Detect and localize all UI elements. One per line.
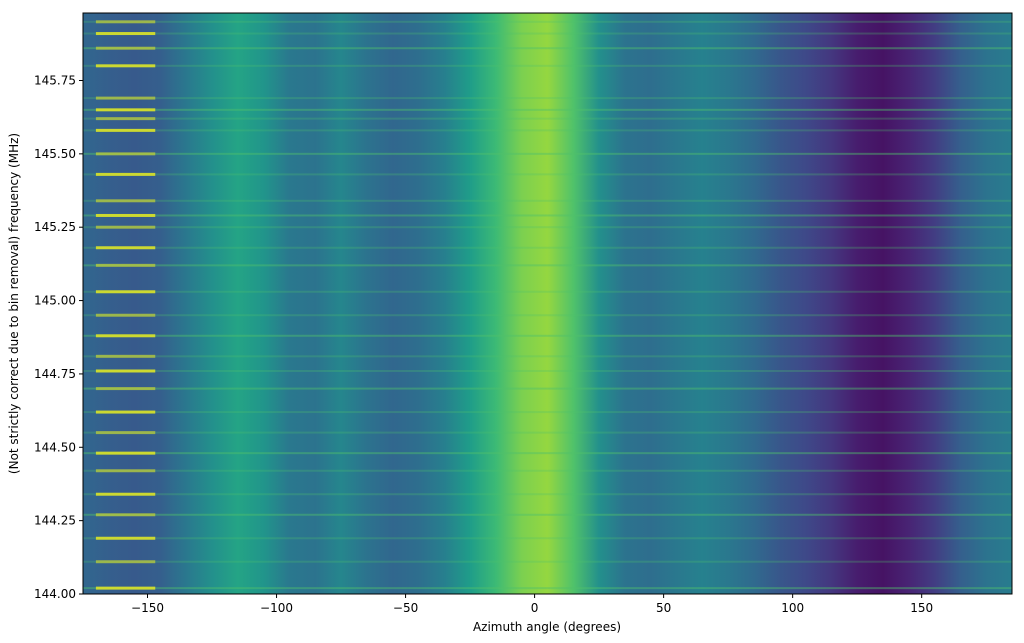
frequency-line bbox=[83, 64, 1012, 67]
frequency-line bbox=[83, 314, 1012, 317]
frequency-line bbox=[83, 20, 1012, 23]
y-tick-label: 145.25 bbox=[34, 220, 76, 234]
x-tick-label: 150 bbox=[910, 601, 933, 615]
frequency-line-highlight bbox=[95, 172, 156, 176]
frequency-line bbox=[83, 493, 1012, 496]
x-axis-label: Azimuth angle (degrees) bbox=[473, 620, 621, 634]
frequency-line-highlight bbox=[95, 225, 156, 229]
frequency-line-highlight bbox=[95, 492, 156, 496]
frequency-line-highlight bbox=[95, 451, 156, 455]
frequency-line-highlight bbox=[95, 469, 156, 473]
frequency-line-highlight bbox=[95, 246, 156, 250]
frequency-line bbox=[83, 264, 1012, 267]
frequency-line bbox=[83, 117, 1012, 120]
frequency-line bbox=[83, 32, 1012, 35]
frequency-line bbox=[83, 129, 1012, 132]
y-tick-label: 144.00 bbox=[34, 587, 76, 601]
frequency-line bbox=[83, 355, 1012, 358]
heatmap-background bbox=[83, 13, 1012, 594]
frequency-line bbox=[83, 290, 1012, 293]
frequency-line bbox=[83, 108, 1012, 111]
x-tick-label: −50 bbox=[393, 601, 418, 615]
frequency-line-highlight bbox=[95, 387, 156, 391]
frequency-line bbox=[83, 246, 1012, 249]
frequency-line bbox=[83, 199, 1012, 202]
frequency-line-highlight bbox=[95, 536, 156, 540]
plot-area bbox=[83, 13, 1012, 594]
y-tick-label: 145.00 bbox=[34, 294, 76, 308]
frequency-line-highlight bbox=[95, 410, 156, 414]
frequency-line-highlight bbox=[95, 20, 156, 24]
frequency-line bbox=[83, 214, 1012, 217]
frequency-line bbox=[83, 387, 1012, 390]
frequency-line-highlight bbox=[95, 290, 156, 294]
y-tick-label: 144.25 bbox=[34, 514, 76, 528]
y-tick-label: 144.75 bbox=[34, 367, 76, 381]
frequency-line bbox=[83, 469, 1012, 472]
y-tick-label: 144.50 bbox=[34, 440, 76, 454]
frequency-line-highlight bbox=[95, 199, 156, 203]
frequency-line-highlight bbox=[95, 46, 156, 50]
frequency-line-highlight bbox=[95, 431, 156, 435]
frequency-line-highlight bbox=[95, 513, 156, 517]
frequency-line bbox=[83, 47, 1012, 50]
x-tick-label: −150 bbox=[131, 601, 164, 615]
y-tick-label: 145.50 bbox=[34, 147, 76, 161]
frequency-line-highlight bbox=[95, 64, 156, 68]
frequency-line-highlight bbox=[95, 313, 156, 317]
frequency-line bbox=[83, 411, 1012, 414]
x-tick-label: 0 bbox=[531, 601, 539, 615]
y-axis-label: (Not strictly correct due to bin removal… bbox=[7, 133, 21, 474]
x-axis: −150 −100 −50 0 50 100 150 bbox=[131, 594, 933, 615]
y-tick-label: 145.75 bbox=[34, 73, 76, 87]
frequency-line bbox=[83, 334, 1012, 337]
frequency-line bbox=[83, 452, 1012, 455]
y-axis: 144.00 144.25 144.50 144.75 145.00 145.25 145.… bbox=[34, 73, 83, 601]
frequency-line bbox=[83, 513, 1012, 516]
frequency-line bbox=[83, 537, 1012, 540]
frequency-lines-layer bbox=[83, 20, 1012, 590]
frequency-line-highlight bbox=[95, 32, 156, 36]
frequency-line bbox=[83, 369, 1012, 372]
frequency-line bbox=[83, 587, 1012, 590]
x-tick-label: 100 bbox=[781, 601, 804, 615]
frequency-line bbox=[83, 431, 1012, 434]
frequency-line-highlight bbox=[95, 213, 156, 217]
frequency-line bbox=[83, 97, 1012, 100]
frequency-line-highlight bbox=[95, 117, 156, 121]
frequency-line-highlight bbox=[95, 369, 156, 373]
frequency-line-highlight bbox=[95, 128, 156, 132]
frequency-line-highlight bbox=[95, 108, 156, 112]
frequency-line bbox=[83, 152, 1012, 155]
frequency-line-highlight bbox=[95, 586, 156, 590]
frequency-line-highlight bbox=[95, 96, 156, 100]
frequency-line-highlight bbox=[95, 152, 156, 156]
frequency-line-highlight bbox=[95, 263, 156, 267]
frequency-line bbox=[83, 226, 1012, 229]
frequency-line bbox=[83, 173, 1012, 176]
frequency-line-highlight bbox=[95, 334, 156, 338]
x-tick-label: −100 bbox=[260, 601, 293, 615]
frequency-line bbox=[83, 560, 1012, 563]
x-tick-label: 50 bbox=[656, 601, 671, 615]
frequency-line-highlight bbox=[95, 560, 156, 564]
plot-frame bbox=[82, 12, 1013, 595]
frequency-line-highlight bbox=[95, 354, 156, 358]
